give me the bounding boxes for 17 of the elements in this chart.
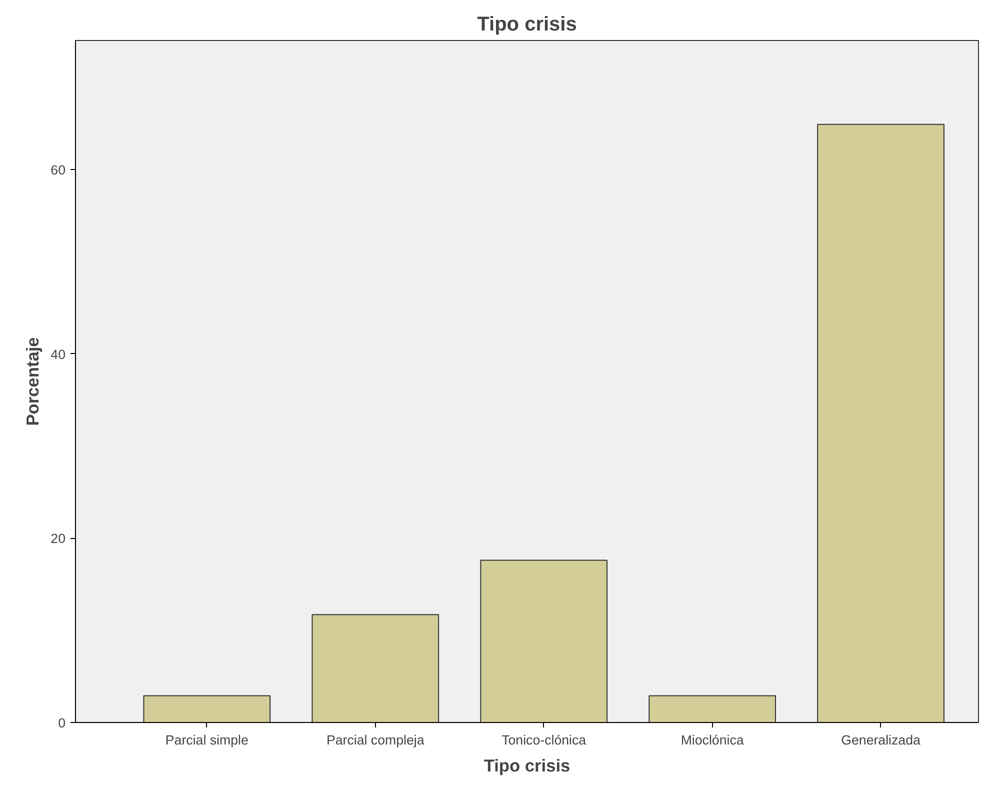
y-axis-title: Porcentaje xyxy=(22,336,43,426)
y-tick-label: 40 xyxy=(50,346,66,362)
bar xyxy=(648,695,776,722)
x-tick-label: Mioclónica xyxy=(680,732,744,748)
y-tick-label: 60 xyxy=(50,162,66,178)
x-tick-label: Generalizada xyxy=(841,732,922,748)
bar xyxy=(480,560,608,722)
y-tick-label: 20 xyxy=(50,531,66,546)
x-axis-title: Tipo crisis xyxy=(484,756,570,776)
bar xyxy=(817,124,944,722)
x-tick-label: Parcial compleja xyxy=(326,732,425,748)
bar xyxy=(143,695,271,722)
y-tick-label: 0 xyxy=(58,716,66,730)
x-tick-label: Parcial simple xyxy=(165,732,248,748)
chart-title: Tipo crisis xyxy=(477,14,577,36)
bar xyxy=(312,614,440,722)
x-tick-label: Tonico-clónica xyxy=(502,732,587,748)
